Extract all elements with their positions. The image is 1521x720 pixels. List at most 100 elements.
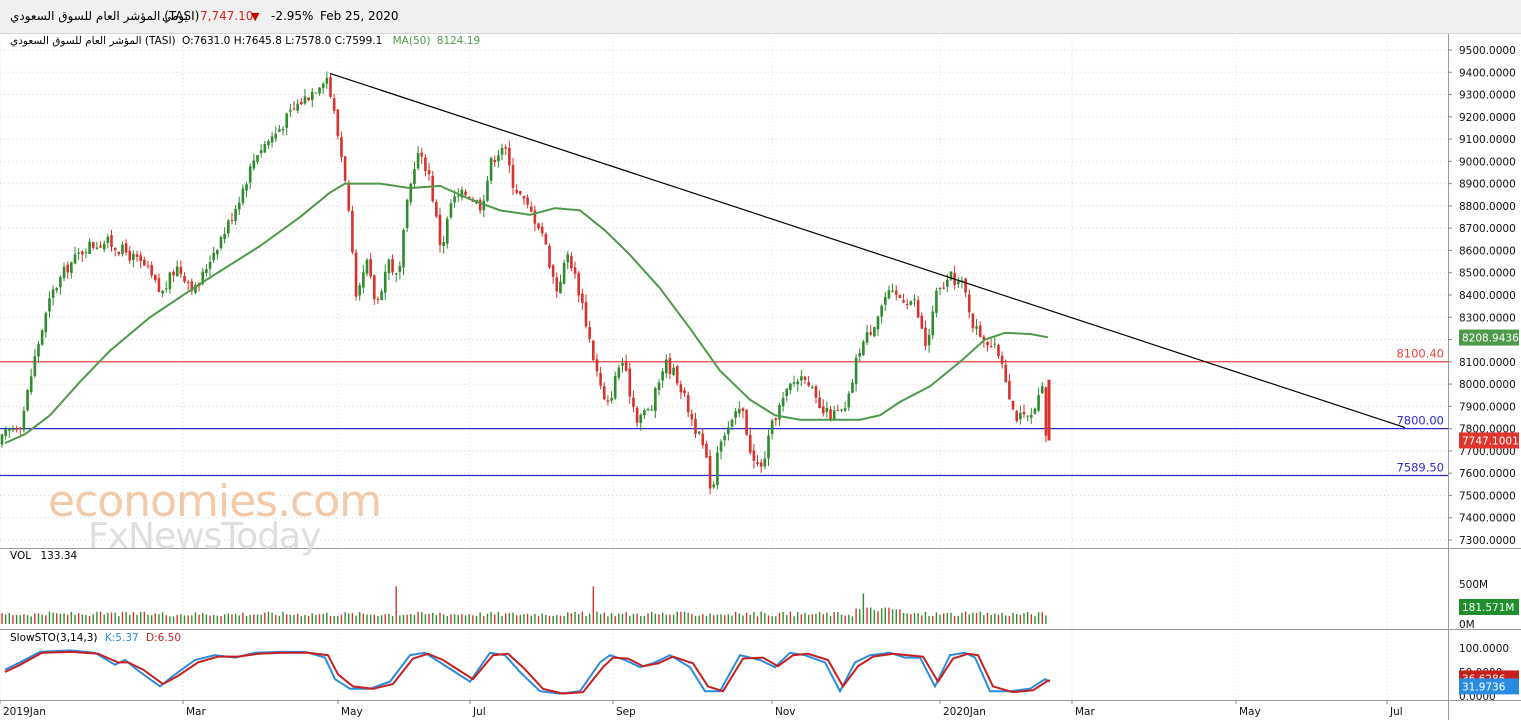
candle-body xyxy=(613,375,617,399)
candle-body xyxy=(26,389,29,411)
y-tick-label: 8400.0000 xyxy=(1459,290,1516,302)
candle-body xyxy=(296,103,299,111)
candle-body xyxy=(1044,387,1048,436)
candle-body xyxy=(285,113,288,128)
y-tick-label: 8500.0000 xyxy=(1459,268,1516,280)
candle-body xyxy=(646,409,650,411)
candle-body xyxy=(986,341,989,346)
candle-body xyxy=(971,313,975,329)
candle-body xyxy=(847,393,851,408)
candle-body xyxy=(705,443,708,458)
volume-label: VOL xyxy=(10,550,32,562)
candle-body xyxy=(343,156,347,181)
candle-body xyxy=(573,267,577,274)
candle-body xyxy=(1011,400,1015,410)
candle-body xyxy=(70,262,73,273)
candle-body xyxy=(256,155,259,162)
candle-body xyxy=(789,383,792,391)
candle-body xyxy=(599,373,602,386)
candle-body xyxy=(489,158,493,181)
candle-body xyxy=(752,450,756,461)
candle-body xyxy=(362,272,365,288)
candle-body xyxy=(482,200,486,211)
candle-body xyxy=(836,409,840,411)
candle-body xyxy=(515,189,518,193)
candle-body xyxy=(351,210,354,253)
candle-body xyxy=(59,277,62,288)
volume-tag-bg xyxy=(1459,599,1519,615)
candle-body xyxy=(825,407,829,412)
candle-body xyxy=(456,195,460,197)
candle-body xyxy=(581,293,584,304)
y-tick-label: 8700.0000 xyxy=(1459,223,1516,235)
candle-body xyxy=(537,223,540,229)
y-tick-label: 8800.0000 xyxy=(1459,201,1516,213)
candle-body xyxy=(668,358,672,375)
candle-body xyxy=(427,170,431,175)
candle-body xyxy=(453,196,456,203)
y-tick-label: 8900.0000 xyxy=(1459,179,1516,191)
candle-body xyxy=(154,274,157,281)
candle-body xyxy=(869,332,872,335)
candle-body xyxy=(486,180,489,201)
candle-body xyxy=(336,109,340,136)
candle-body xyxy=(778,404,781,420)
candle-body xyxy=(913,299,916,301)
candle-body xyxy=(982,336,986,341)
candle-body xyxy=(303,96,307,104)
candle-body xyxy=(920,315,924,329)
candle-body xyxy=(55,288,59,291)
candle-body xyxy=(657,382,661,391)
candle-body xyxy=(391,258,394,273)
candle-body xyxy=(858,352,862,357)
legend-ma-label: MA(50) xyxy=(392,35,431,47)
candle-body xyxy=(1026,415,1029,417)
candle-body xyxy=(854,357,858,384)
candle-body xyxy=(442,242,445,247)
candle-body xyxy=(843,408,847,411)
legend-symbol: المؤشر العام للسوق السعودي (TASI) xyxy=(10,35,176,47)
candle-body xyxy=(738,408,741,414)
candle-body xyxy=(734,411,737,418)
ma50-polyline xyxy=(4,182,1049,445)
candle-body xyxy=(0,434,4,445)
candle-body xyxy=(278,129,281,132)
candle-body xyxy=(446,218,449,244)
trend-line xyxy=(329,72,1406,429)
header-date: Feb 25, 2020 xyxy=(320,9,399,23)
candle-body xyxy=(91,241,95,248)
candle-body xyxy=(632,397,635,407)
candle-body xyxy=(121,244,124,254)
y-tick-label: 8600.0000 xyxy=(1459,245,1516,257)
candle-body xyxy=(548,245,551,268)
candle-body xyxy=(205,269,208,274)
y-tick-label: 8300.0000 xyxy=(1459,312,1516,324)
candle-body xyxy=(851,382,854,393)
candle-body xyxy=(33,356,37,376)
candle-body xyxy=(8,428,11,431)
candle-body xyxy=(234,208,237,221)
candle-body xyxy=(398,265,402,272)
candle-body xyxy=(756,462,759,465)
candle-body xyxy=(675,366,679,384)
candle-body xyxy=(81,251,84,255)
candle-body xyxy=(139,255,142,261)
candle-body xyxy=(821,406,825,414)
candle-body xyxy=(650,409,653,411)
candle-body xyxy=(365,259,369,274)
candle-body xyxy=(1033,408,1037,414)
candle-body xyxy=(161,291,164,294)
candle-body xyxy=(62,266,66,279)
candle-body xyxy=(281,129,285,131)
period-label[interactable]: يومي xyxy=(162,9,188,23)
candle-body xyxy=(376,298,380,300)
symbol-title: المؤشر العام للسوق السعودي (TASI) xyxy=(10,9,200,23)
candle-body xyxy=(175,266,179,277)
candle-body xyxy=(110,235,113,248)
candle-body xyxy=(949,271,953,280)
candle-body xyxy=(701,433,705,446)
candle-body xyxy=(219,237,223,249)
candle-body xyxy=(493,159,497,163)
grid-lines xyxy=(0,34,1521,720)
